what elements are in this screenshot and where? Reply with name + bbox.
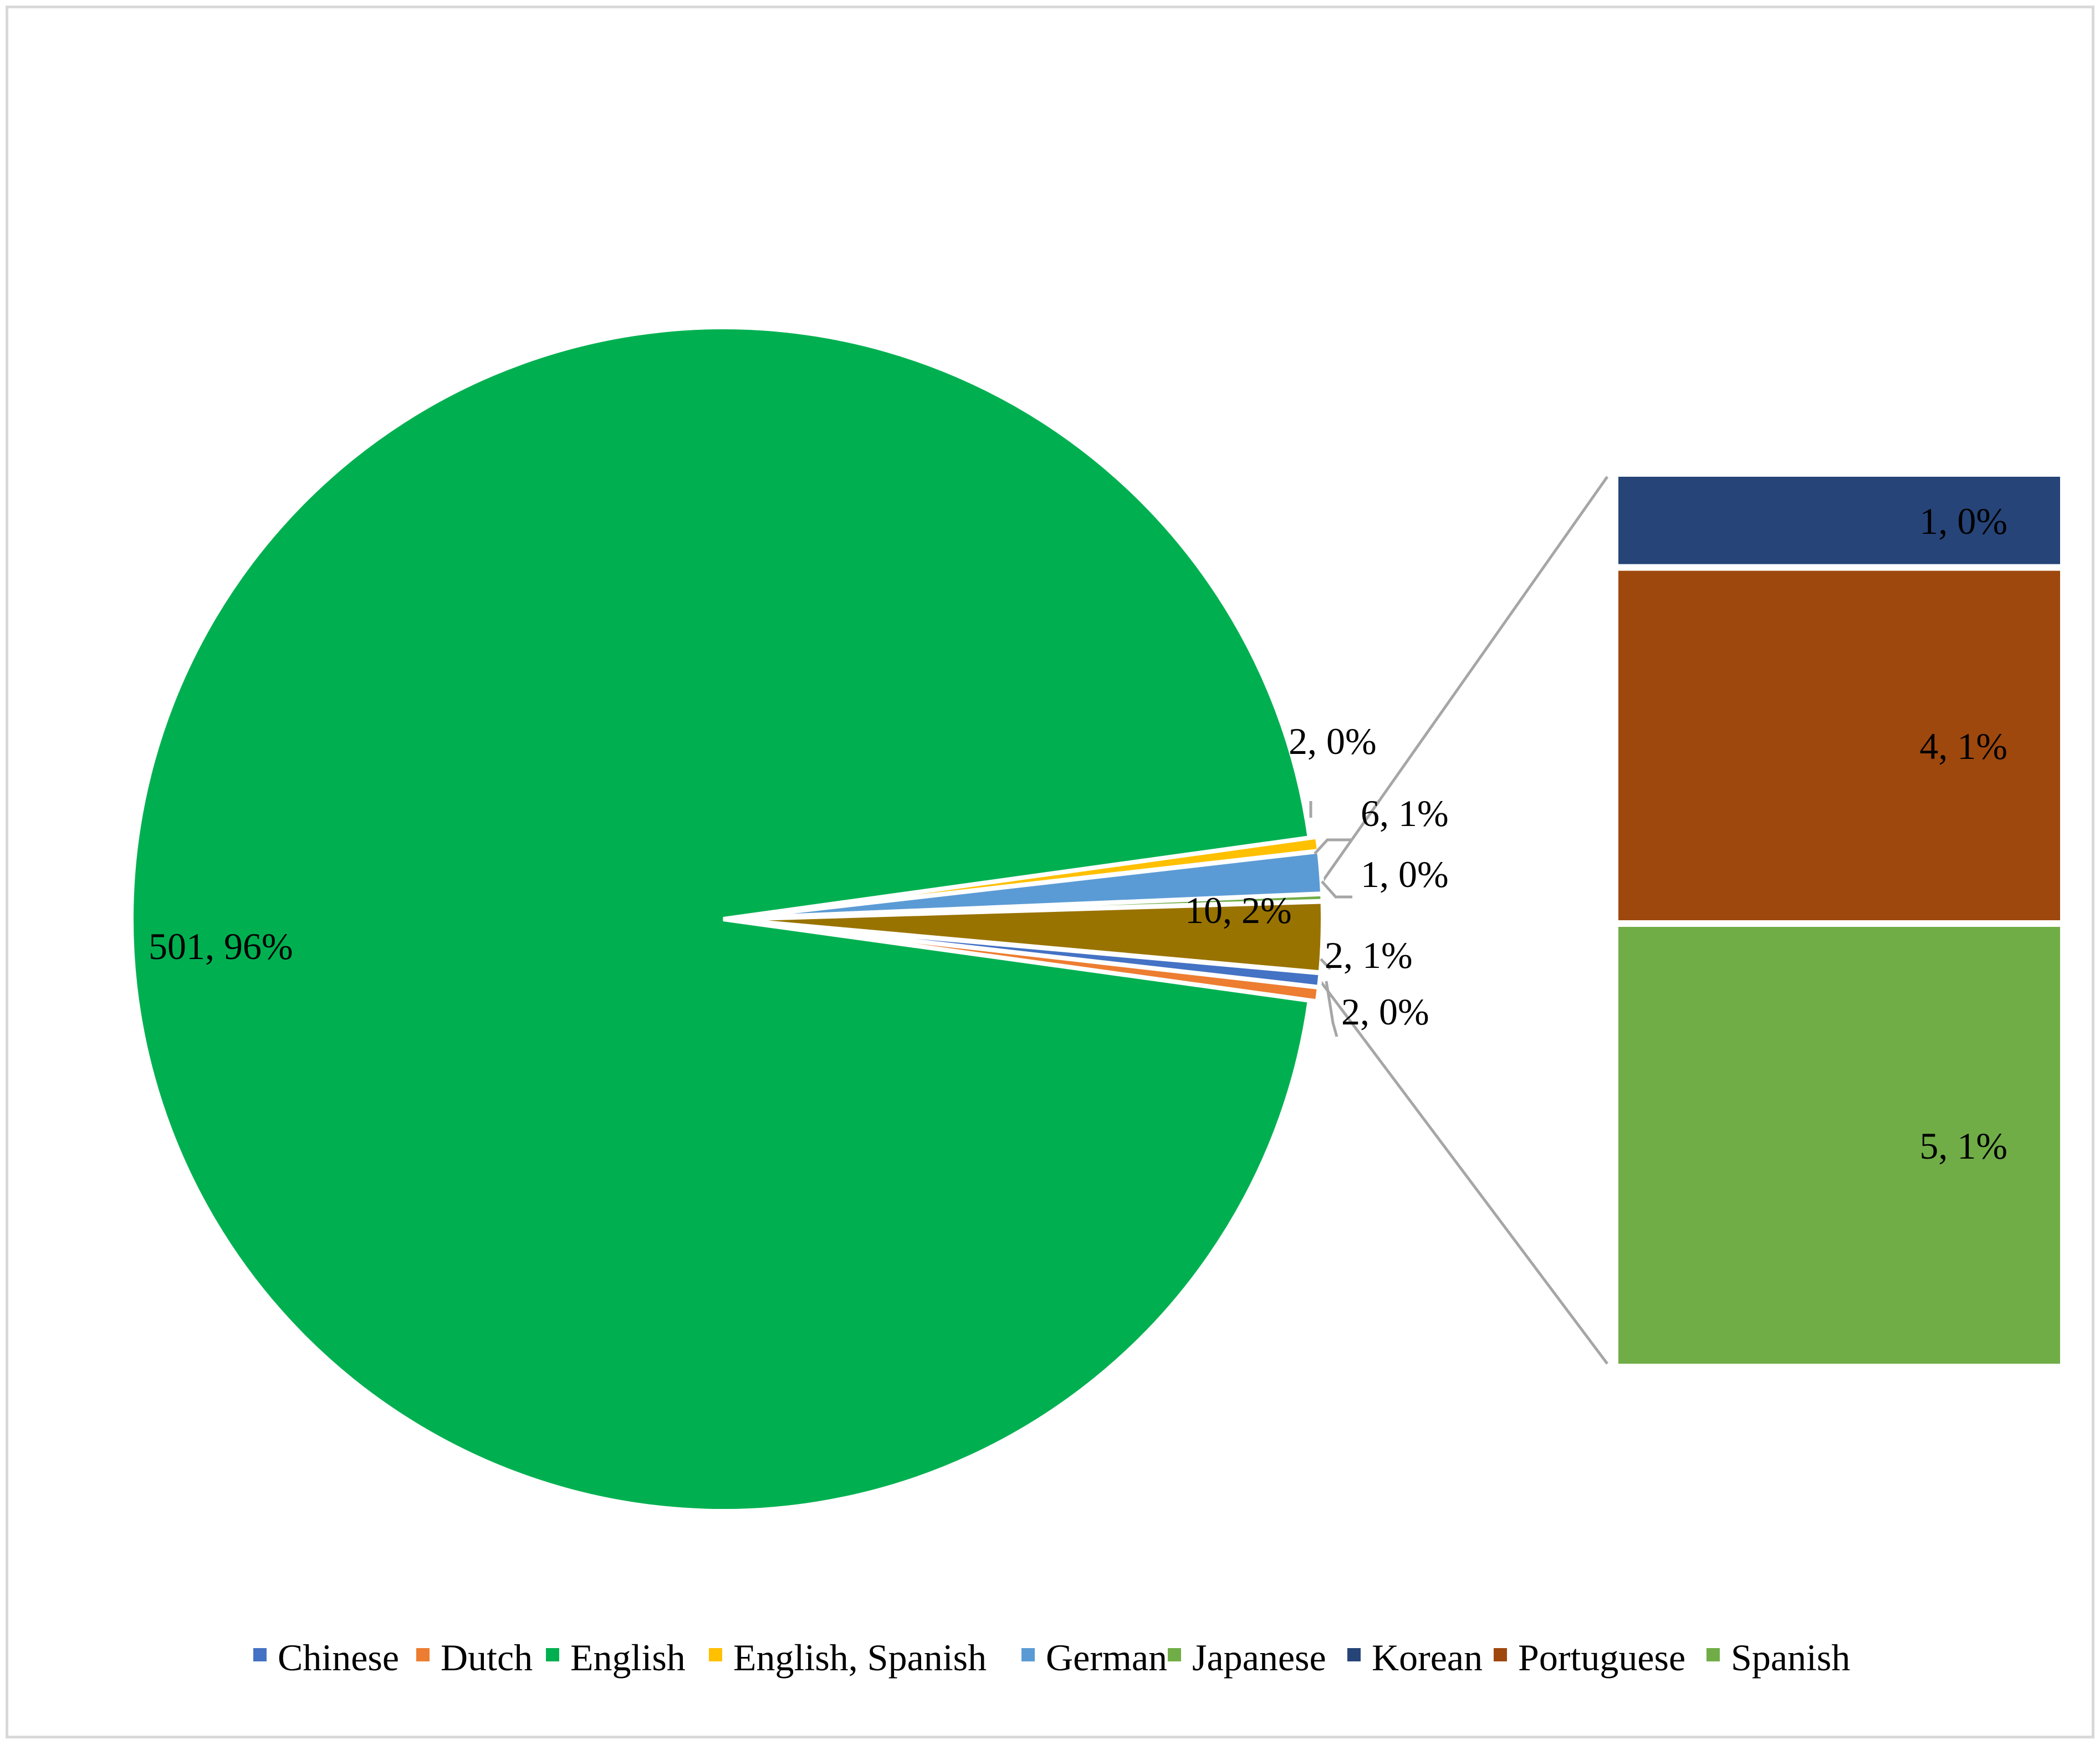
secondary-bar bbox=[1618, 477, 2060, 1364]
data-label-german: 6, 1% bbox=[1361, 792, 1449, 834]
legend-swatch-english bbox=[546, 1648, 559, 1661]
legend-label-korean: Korean bbox=[1372, 1636, 1483, 1679]
legend-swatch-german bbox=[1021, 1648, 1035, 1661]
legend-label-english: English bbox=[570, 1636, 686, 1679]
legend-label-chinese: Chinese bbox=[278, 1636, 399, 1679]
bar-segment-spanish bbox=[1618, 927, 2060, 1364]
data-label-english-spanish: 2, 0% bbox=[1289, 720, 1377, 762]
data-label-japanese: 1, 0% bbox=[1361, 853, 1449, 895]
connector-line-bottom bbox=[1315, 975, 1608, 1365]
legend-item-dutch: Dutch bbox=[416, 1636, 533, 1679]
legend-label-japanese: Japanese bbox=[1192, 1636, 1326, 1679]
bar-label-portuguese: 4, 1% bbox=[1919, 725, 2007, 767]
legend-swatch-english-spanish bbox=[709, 1648, 722, 1661]
legend-swatch-korean bbox=[1347, 1648, 1361, 1661]
bar-segment-korean bbox=[1618, 477, 2060, 564]
legend-swatch-chinese bbox=[253, 1648, 267, 1661]
data-labels: 501, 96% 2, 0% 6, 1% 1, 0% 10, 2% 2, 1% 2, 0% 1… bbox=[149, 500, 2007, 1167]
leader-line-dutch bbox=[1325, 981, 1338, 1037]
data-label-dutch: 2, 0% bbox=[1341, 991, 1429, 1033]
legend-swatch-dutch bbox=[416, 1648, 430, 1661]
legend-item-german: German bbox=[1021, 1636, 1167, 1679]
legend-item-english-spanish: English, Spanish bbox=[709, 1636, 987, 1679]
legend-label-german: German bbox=[1046, 1636, 1167, 1679]
legend-label-english-spanish: English, Spanish bbox=[733, 1636, 987, 1679]
leader-line-german bbox=[1314, 838, 1352, 855]
legend-item-portuguese: Portuguese bbox=[1494, 1636, 1685, 1679]
legend-swatch-japanese bbox=[1168, 1648, 1181, 1661]
legend-swatch-spanish bbox=[1706, 1648, 1720, 1661]
legend-label-dutch: Dutch bbox=[441, 1636, 533, 1679]
data-label-chinese: 2, 1% bbox=[1325, 934, 1413, 976]
legend-swatch-portuguese bbox=[1494, 1648, 1507, 1661]
data-label-other: 10, 2% bbox=[1185, 889, 1292, 931]
pie-slice-dutch bbox=[730, 917, 1322, 1004]
legend-item-chinese: Chinese bbox=[253, 1636, 399, 1679]
connector-line-top bbox=[1309, 476, 1609, 899]
leader-line-japanese bbox=[1321, 880, 1352, 899]
bar-label-spanish: 5, 1% bbox=[1919, 1125, 2007, 1167]
leader-line-chinese bbox=[1320, 958, 1331, 970]
pie bbox=[129, 325, 1325, 1513]
leader-lines bbox=[1309, 801, 1352, 1037]
pie-slice-english bbox=[129, 325, 1312, 1513]
legend-item-english: English bbox=[546, 1636, 686, 1679]
legend-label-spanish: Spanish bbox=[1731, 1636, 1850, 1679]
bar-label-korean: 1, 0% bbox=[1919, 500, 2007, 542]
legend: Chinese Dutch English English, Spanish Germa… bbox=[253, 1636, 1850, 1679]
legend-item-korean: Korean bbox=[1347, 1636, 1483, 1679]
bar-segment-portuguese bbox=[1618, 570, 2060, 920]
legend-label-portuguese: Portuguese bbox=[1518, 1636, 1685, 1679]
legend-item-spanish: Spanish bbox=[1706, 1636, 1850, 1679]
connector-lines bbox=[1309, 476, 1609, 1365]
data-label-english: 501, 96% bbox=[149, 925, 293, 967]
legend-item-japanese: Japanese bbox=[1168, 1636, 1326, 1679]
